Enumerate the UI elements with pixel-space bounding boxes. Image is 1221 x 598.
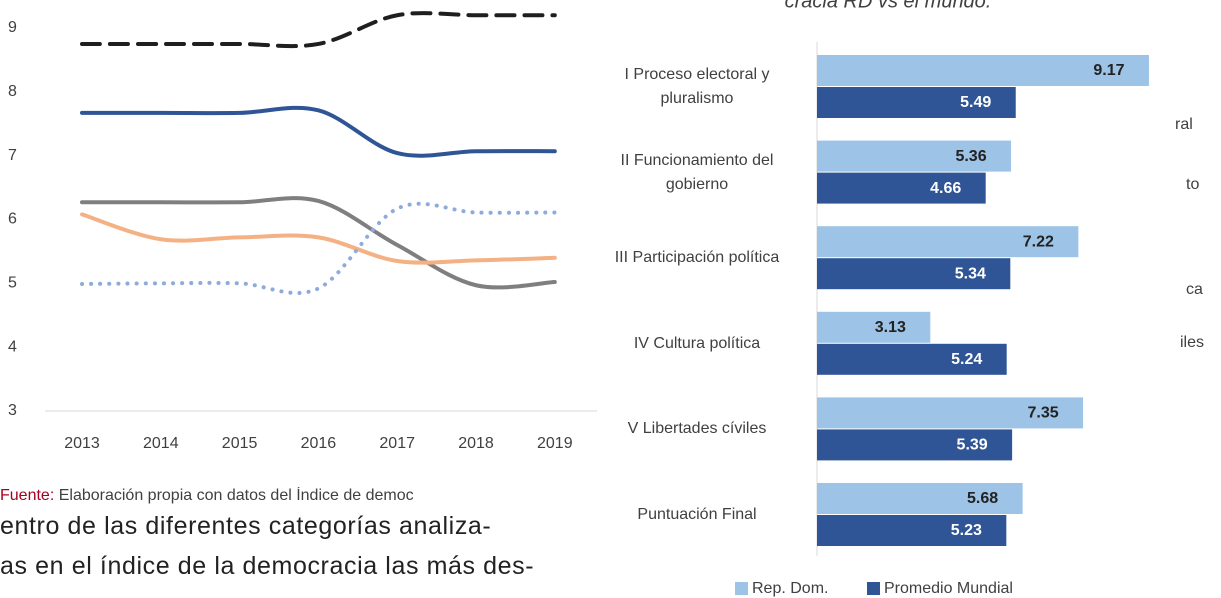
paragraph-line: as en el índice de la democracia las más… — [0, 552, 535, 580]
x-tick-label: 2015 — [222, 435, 258, 452]
y-tick-label: 6 — [8, 211, 17, 228]
x-tick-label: 2019 — [537, 435, 573, 452]
category-label: II Funcionamiento del gobierno — [620, 151, 774, 193]
x-tick-label: 2016 — [301, 435, 337, 452]
category-label: IV Cultura política — [633, 334, 761, 352]
line-series — [80, 105, 557, 158]
x-tick-label: 2013 — [64, 435, 100, 452]
x-tick-label: 2017 — [379, 435, 415, 452]
y-tick-label: 9 — [8, 19, 17, 36]
source-label: Fuente: — [0, 487, 55, 504]
category-label: V Libertades cíviles — [627, 420, 767, 438]
line-series — [80, 201, 557, 295]
source: Fuente: Elaboración propia con datos del… — [0, 487, 595, 505]
line-series — [80, 11, 557, 49]
paragraph-line: entro de las diferentes categorías anali… — [0, 512, 492, 540]
y-tick-label: 3 — [8, 402, 17, 419]
y-tick-label: 4 — [8, 338, 17, 355]
y-tick-label: 5 — [8, 275, 17, 292]
category-label: III Participación política — [614, 249, 780, 267]
y-tick-label: 7 — [8, 147, 17, 164]
category-label: Puntuación Final — [637, 506, 757, 523]
line-series — [80, 196, 557, 290]
line-series — [80, 212, 557, 265]
legend-fragment: ca — [1186, 281, 1203, 298]
category-label: I Proceso electoral y pluralismo — [624, 66, 770, 107]
line-chart: 3 4 5 6 7 8 9 2013 2014 2015 2016 2017 2018 2019 — [8, 11, 600, 452]
x-tick-label: 2014 — [143, 435, 179, 452]
legend-fragment: iles — [1180, 334, 1204, 351]
source-text: Elaboración propia con datos del Índice … — [58, 487, 414, 504]
y-tick-label: 8 — [8, 83, 17, 100]
legend-fragment: ral — [1175, 116, 1193, 133]
x-tick-label: 2018 — [458, 435, 494, 452]
legend-fragment: to — [1186, 176, 1199, 193]
